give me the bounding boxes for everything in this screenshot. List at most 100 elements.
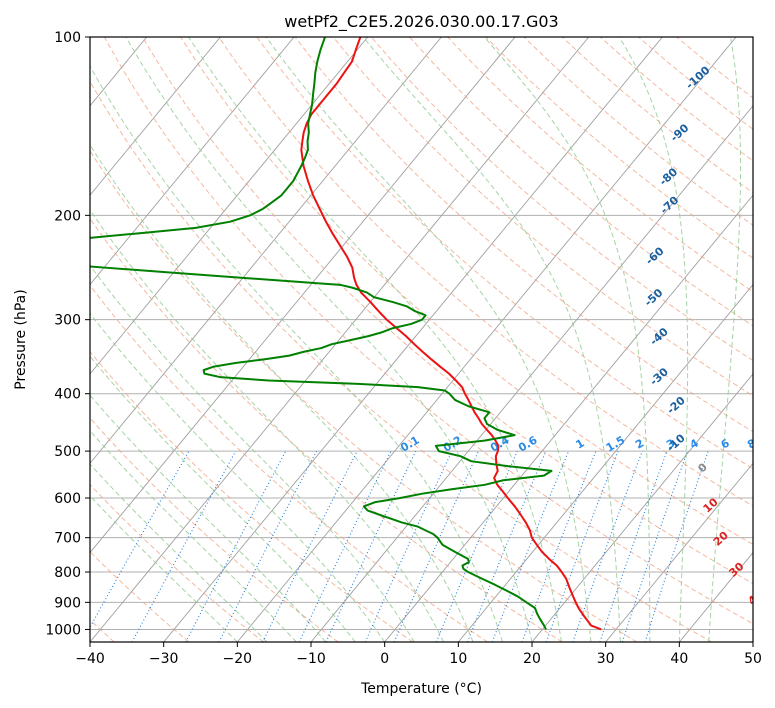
mixing-ratio-line — [393, 450, 480, 642]
moist-adiabat — [90, 312, 386, 642]
y-tick-label: 900 — [54, 595, 81, 611]
plot-frame — [89, 36, 754, 643]
y-tick-label: 700 — [54, 531, 81, 547]
moist-adiabat — [90, 495, 238, 642]
y-tick-label: 200 — [54, 208, 81, 224]
isotherm-line — [531, 373, 753, 642]
chart-title: wetPf2_C2E5.2026.030.00.17.G03 — [284, 12, 558, 32]
moist-adiabat — [90, 463, 268, 642]
isotherm-line — [457, 283, 753, 642]
dewpoint-profile — [90, 37, 553, 630]
moist-adiabat — [708, 37, 742, 642]
y-tick-label: 1000 — [45, 622, 81, 638]
x-tick-label: 10 — [449, 651, 467, 667]
y-tick-label: 600 — [54, 491, 81, 507]
moist-adiabat — [90, 264, 415, 642]
dry-adiabat-label: -60 — [643, 244, 667, 267]
y-tick-label: 500 — [54, 444, 81, 460]
isotherm-line — [90, 37, 369, 375]
mixing-ratio-line — [262, 450, 358, 642]
moist-adiabat — [90, 209, 445, 642]
mixing-ratio-line — [545, 450, 619, 642]
dry-adiabat-label: 40 — [745, 588, 765, 608]
moist-adiabat — [483, 37, 651, 642]
mixing-ratio-line — [521, 450, 597, 642]
dry-adiabat — [90, 284, 488, 642]
mixing-ratio-label: 1 — [574, 437, 587, 452]
background-lines — [0, 37, 753, 642]
dry-adiabat-label: -80 — [657, 165, 681, 188]
isotherm-line — [0, 37, 73, 642]
dry-adiabat — [180, 37, 753, 545]
x-tick-label: −30 — [149, 651, 179, 667]
mixing-ratio-line — [621, 450, 689, 642]
mixing-ratio-line — [435, 450, 518, 642]
dry-adiabat — [370, 37, 753, 362]
moist-adiabat — [265, 37, 592, 642]
moist-adiabat — [90, 65, 504, 642]
mixing-ratio-line — [364, 450, 453, 642]
mixing-ratio-line — [491, 450, 570, 642]
isotherm-line — [90, 37, 295, 286]
isotherm-line — [90, 37, 442, 464]
dry-adiabat — [90, 350, 414, 642]
y-axis-label: Pressure (hPa) — [13, 289, 29, 389]
y-tick-label: 100 — [54, 30, 81, 46]
isotherm-line — [90, 37, 516, 554]
isotherm-line — [310, 105, 753, 642]
isotherm-line — [678, 551, 753, 642]
isotherm-line — [605, 462, 753, 642]
x-tick-label: 0 — [380, 651, 389, 667]
dry-adiabat — [561, 37, 753, 194]
dry-adiabat — [90, 217, 563, 642]
dry-adiabat-label: -30 — [647, 365, 671, 388]
mixing-ratio-line — [298, 450, 392, 642]
temperature-profile — [300, 37, 602, 631]
dry-adiabat — [294, 37, 753, 433]
dry-adiabat — [676, 37, 753, 99]
dry-adiabat — [90, 80, 712, 642]
dry-adiabat — [256, 37, 753, 470]
dry-adiabat — [447, 37, 753, 293]
isotherm-line — [752, 641, 753, 642]
moist-adiabat — [188, 37, 562, 642]
dry-adiabat — [332, 37, 753, 397]
dry-adiabat — [218, 37, 753, 507]
mixing-ratio-line — [599, 450, 668, 642]
sounding-profiles — [90, 37, 602, 631]
mixing-ratio-line — [218, 450, 318, 642]
x-tick-label: −10 — [296, 651, 326, 667]
x-tick-label: 40 — [670, 651, 688, 667]
dry-adiabat — [90, 483, 264, 642]
dry-adiabat-label: 20 — [711, 529, 731, 549]
y-tick-label: 400 — [54, 387, 81, 403]
mixing-ratio-line — [185, 450, 287, 642]
moist-adiabat — [90, 394, 327, 642]
dry-adiabat — [409, 37, 753, 327]
dry-adiabat — [90, 149, 638, 642]
y-tick-label: 300 — [54, 313, 81, 329]
moist-adiabat — [362, 37, 621, 642]
x-tick-label: 30 — [597, 651, 615, 667]
moist-adiabat — [90, 430, 297, 642]
x-axis: −40 −30 −20 −10 0 10 20 30 40 50 — [75, 642, 762, 667]
isotherm-line — [90, 37, 590, 642]
x-tick-label: −20 — [223, 651, 253, 667]
isotherm-line — [163, 37, 663, 642]
isotherm-line — [236, 37, 737, 642]
x-tick-label: −40 — [75, 651, 105, 667]
mixing-ratio-line — [466, 450, 547, 642]
y-axis: 100 200 300 400 500 600 700 800 900 1000 — [45, 30, 90, 638]
dry-adiabat-label: 30 — [726, 560, 746, 580]
moist-adiabat — [90, 355, 356, 642]
x-axis-label: Temperature (°C) — [360, 681, 482, 697]
mixing-ratio-label: 10 — [763, 434, 775, 453]
dry-adiabat-label: -90 — [668, 121, 692, 144]
mixing-ratio-line — [572, 450, 643, 642]
dry-adiabat — [90, 417, 339, 642]
mixing-ratio-label: 8 — [745, 437, 758, 452]
dry-adiabat-label: -20 — [664, 394, 688, 417]
dry-adiabat-label: -40 — [647, 325, 671, 348]
moist-adiabat — [90, 144, 474, 642]
